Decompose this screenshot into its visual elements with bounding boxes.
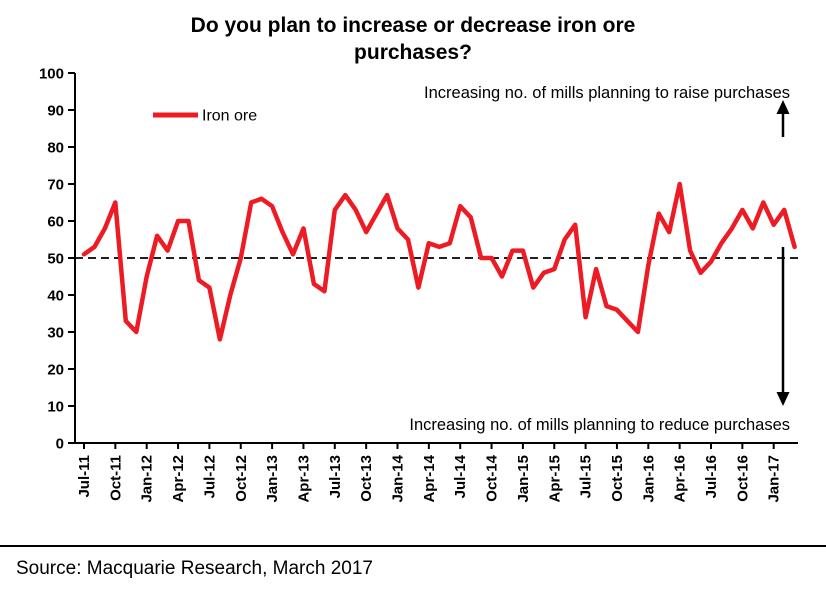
x-axis: Jul-11 Oct-11 Jan-12 Apr-12 Jul-12 Oct-12 Jan-…: [76, 443, 783, 503]
x-tick-label: Jan-12: [139, 455, 156, 503]
source-text: Source: Macquarie Research, March 2017: [16, 558, 373, 579]
x-tick-label: Apr-16: [672, 455, 689, 503]
arrow-down-head: [776, 392, 790, 406]
x-tick-label: Apr-13: [295, 455, 312, 503]
x-tick-label: Jul-14: [452, 454, 469, 498]
x-tick-label: Jul-16: [703, 455, 720, 498]
x-tick-label: Apr-12: [170, 455, 187, 503]
legend-label: Iron ore: [202, 108, 257, 125]
x-tick-label: Oct-11: [107, 455, 124, 501]
y-tick-label: 0: [56, 436, 64, 453]
x-tick-label: Oct-13: [358, 455, 375, 502]
y-tick-label: 70: [47, 177, 64, 194]
x-tick-label: Jul-13: [327, 455, 344, 498]
x-tick-label: Oct-14: [484, 454, 501, 501]
source-divider: [0, 545, 826, 547]
annotation-reduce-purchases: Increasing no. of mills planning to redu…: [409, 416, 790, 434]
y-tick-label: 80: [47, 140, 64, 157]
y-tick-label: 60: [47, 214, 64, 231]
annotation-raise-purchases: Increasing no. of mills planning to rais…: [424, 84, 790, 102]
x-tick-label: Jul-11: [76, 455, 93, 498]
x-tick-label: Jan-15: [515, 455, 532, 503]
y-tick-label: 50: [47, 251, 64, 268]
y-tick-label: 10: [47, 399, 64, 416]
series-group: [81, 181, 797, 342]
y-axis: 0 10 20 30 40 50 60 70 80 90 100: [39, 66, 75, 453]
legend: Iron ore: [153, 108, 257, 125]
x-tick-label: Jan-14: [390, 454, 407, 502]
y-tick-label: 30: [47, 325, 64, 342]
arrow-down-icon: [776, 247, 790, 406]
x-tick-label: Jul-12: [201, 455, 218, 498]
y-tick-label: 100: [39, 66, 64, 83]
x-tick-label: Jan-13: [264, 455, 281, 503]
x-tick-label: Apr-15: [546, 455, 563, 503]
iron-ore-line: [81, 181, 797, 342]
x-tick-label: Apr-14: [421, 454, 438, 502]
y-tick-label: 20: [47, 362, 64, 379]
arrow-up-icon: [776, 100, 790, 137]
x-tick-label: Oct-16: [734, 455, 751, 502]
y-tick-label: 90: [47, 103, 64, 120]
x-tick-label: Jan-16: [640, 455, 657, 503]
x-tick-label: Oct-12: [233, 455, 250, 502]
chart-title: Do you plan to increase or decrease iron…: [190, 14, 636, 65]
arrow-up-head: [776, 100, 790, 114]
x-tick-label: Jul-15: [578, 455, 595, 498]
y-tick-label: 40: [47, 288, 64, 305]
iron-ore-survey-line-chart: 0 10 20 30 40 50 60 70 80 90 100 Jul-11 Oct-11 Jan-1…: [39, 66, 798, 503]
x-tick-label: Oct-15: [609, 455, 626, 502]
x-tick-label: Jan-17: [766, 455, 783, 503]
